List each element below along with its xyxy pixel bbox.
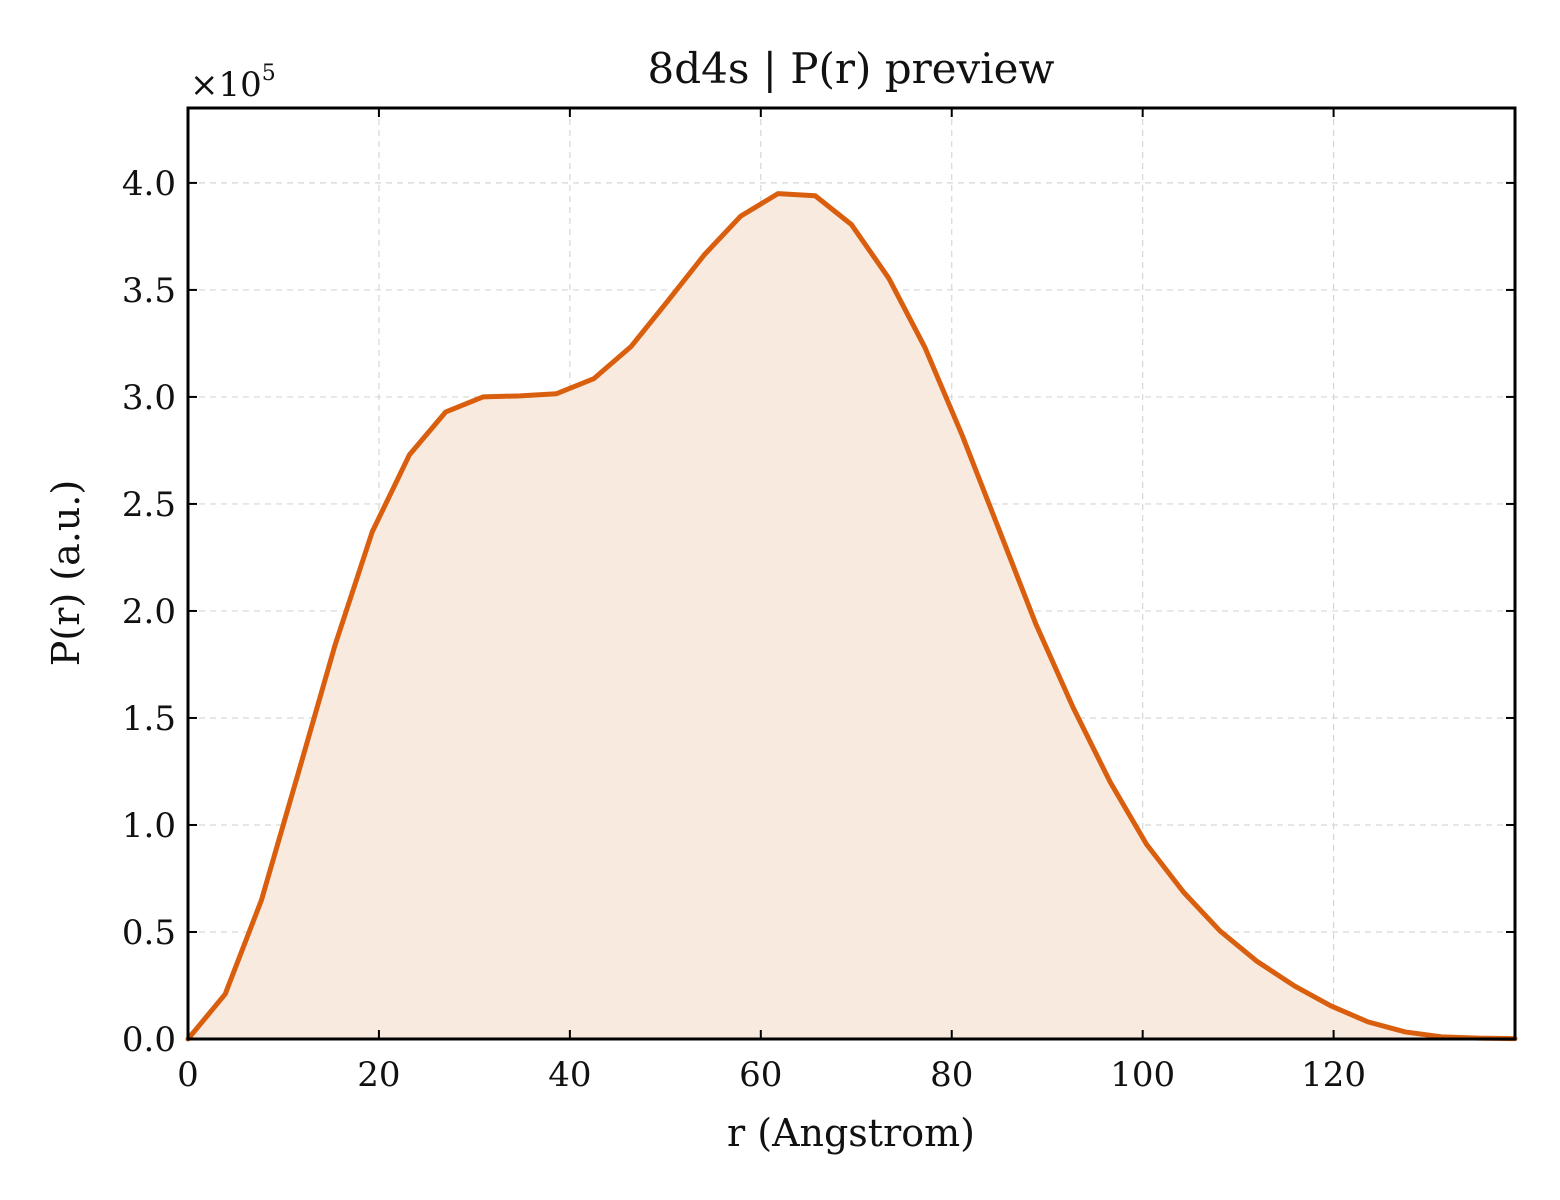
- y-axis-multiplier-exponent: 5: [262, 61, 276, 86]
- y-tick-label: 0.5: [122, 913, 176, 953]
- y-axis-multiplier: ×105: [190, 61, 276, 105]
- y-tick-label: 1.0: [122, 806, 176, 846]
- x-tick-label: 40: [548, 1055, 591, 1095]
- y-tick-label: 4.0: [122, 164, 176, 204]
- series-area-fill: [188, 193, 1515, 1040]
- x-tick-label: 0: [177, 1055, 199, 1095]
- ticks: [187, 108, 1515, 1040]
- series-line: [185, 191, 1518, 1042]
- y-axis-multiplier-base: ×10: [190, 65, 262, 105]
- area-layer: [185, 191, 1518, 1042]
- x-tick-label: 60: [739, 1055, 782, 1095]
- x-tick-label: 120: [1301, 1055, 1366, 1095]
- x-tick-label: 80: [930, 1055, 973, 1095]
- y-tick-label: 0.0: [122, 1020, 176, 1060]
- plot-frame: [186, 106, 1517, 1041]
- y-axis-title: P(r) (a.u.): [44, 480, 88, 666]
- x-tick-label: 100: [1110, 1055, 1175, 1095]
- chart-title: 8d4s | P(r) preview: [648, 44, 1055, 93]
- y-tick-label: 3.0: [122, 378, 176, 418]
- y-tick-label: 2.5: [122, 485, 176, 525]
- y-tick-label: 1.5: [122, 699, 176, 739]
- tick-labels: 0 20 40 60 80 100 120 0.0 0.5 1.0 1.5 2.0 2.5 3.0 3.5 4…: [122, 164, 1366, 1095]
- y-tick-label: 3.5: [122, 271, 176, 311]
- y-tick-label: 2.0: [122, 592, 176, 632]
- x-tick-label: 20: [357, 1055, 400, 1095]
- x-axis-title: r (Angstrom): [727, 1111, 975, 1155]
